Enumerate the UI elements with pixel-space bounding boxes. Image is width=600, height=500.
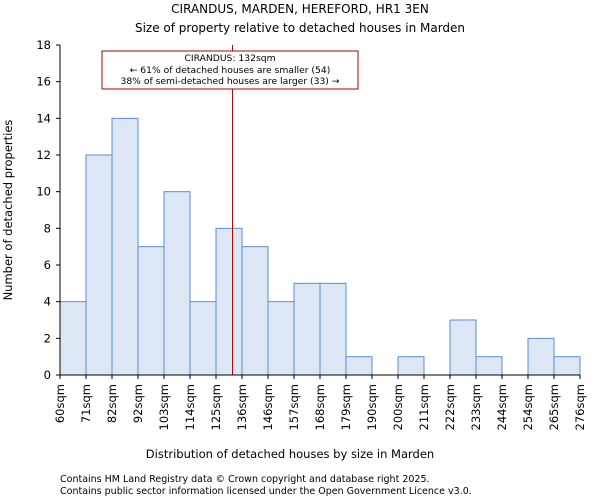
bar-146sqm xyxy=(268,302,294,375)
chart-subtitle: Size of property relative to detached ho… xyxy=(135,21,465,35)
x-tick-label: 125sqm xyxy=(209,384,223,430)
x-tick-label: 254sqm xyxy=(521,384,535,430)
bar-114sqm xyxy=(190,302,216,375)
x-tick-label: 157sqm xyxy=(287,384,301,430)
bar-60sqm xyxy=(60,302,86,375)
bars-group xyxy=(60,118,580,375)
annotation-title: CIRANDUS: 132sqm xyxy=(184,53,275,64)
bar-136sqm xyxy=(242,247,268,375)
y-tick-label: 10 xyxy=(36,185,51,199)
bar-168sqm xyxy=(320,283,346,375)
x-axis-label: Distribution of detached houses by size … xyxy=(146,447,434,461)
footer-line-2: Contains public sector information licen… xyxy=(60,486,472,497)
bar-103sqm xyxy=(164,192,190,375)
x-tick-label: 265sqm xyxy=(547,384,561,430)
annotation-smaller: ← 61% of detached houses are smaller (54… xyxy=(130,65,331,76)
chart-title: CIRANDUS, MARDEN, HEREFORD, HR1 3EN xyxy=(171,2,429,16)
bar-179sqm xyxy=(346,357,372,375)
bar-254sqm xyxy=(528,338,554,375)
x-tick-label: 179sqm xyxy=(339,384,353,430)
x-tick-label: 190sqm xyxy=(365,384,379,430)
x-tick-label: 233sqm xyxy=(469,384,483,430)
y-tick-label: 14 xyxy=(36,111,51,125)
x-tick-label: 244sqm xyxy=(495,384,509,430)
x-tick-label: 146sqm xyxy=(261,384,275,430)
x-tick-label: 92sqm xyxy=(131,384,145,423)
y-tick-label: 18 xyxy=(36,38,51,52)
bar-71sqm xyxy=(86,155,112,375)
annotation-larger: 38% of semi-detached houses are larger (… xyxy=(120,76,339,87)
y-tick-label: 12 xyxy=(36,148,51,162)
x-tick-label: 136sqm xyxy=(235,384,249,430)
bar-82sqm xyxy=(112,118,138,375)
y-tick-label: 16 xyxy=(36,75,51,89)
x-tick-label: 222sqm xyxy=(443,384,457,430)
x-tick-label: 200sqm xyxy=(391,384,405,430)
x-tick-label: 211sqm xyxy=(417,384,431,430)
x-tick-label: 103sqm xyxy=(157,384,171,430)
bar-222sqm xyxy=(450,320,476,375)
bar-200sqm xyxy=(398,357,424,375)
y-tick-label: 4 xyxy=(44,295,51,309)
y-tick-label: 8 xyxy=(44,221,51,235)
y-tick-label: 2 xyxy=(44,331,51,345)
bar-157sqm xyxy=(294,283,320,375)
footer-line-1: Contains HM Land Registry data © Crown c… xyxy=(60,474,430,485)
x-tick-label: 114sqm xyxy=(183,384,197,430)
x-tick-label: 60sqm xyxy=(53,384,67,423)
bar-92sqm xyxy=(138,247,164,375)
x-tick-label: 71sqm xyxy=(79,384,93,423)
bar-265sqm xyxy=(554,357,580,375)
y-axis-label: Number of detached properties xyxy=(1,120,15,301)
x-tick-label: 276sqm xyxy=(573,384,587,430)
bar-233sqm xyxy=(476,357,502,375)
x-tick-label: 82sqm xyxy=(105,384,119,423)
histogram-chart: CIRANDUS, MARDEN, HEREFORD, HR1 3EN Size… xyxy=(0,0,600,500)
y-tick-label: 6 xyxy=(44,258,51,272)
x-tick-label: 168sqm xyxy=(313,384,327,430)
y-tick-label: 0 xyxy=(44,368,51,382)
bar-125sqm xyxy=(216,228,242,375)
